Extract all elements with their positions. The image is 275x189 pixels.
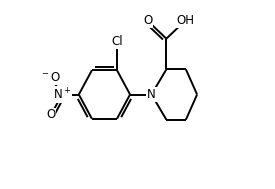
Text: N$^+$: N$^+$ [53,87,71,102]
Text: Cl: Cl [111,35,123,48]
Text: N: N [147,88,156,101]
Text: $^-$O: $^-$O [40,71,62,84]
Text: O: O [143,14,152,27]
Text: O: O [46,108,56,122]
Text: OH: OH [176,14,194,27]
